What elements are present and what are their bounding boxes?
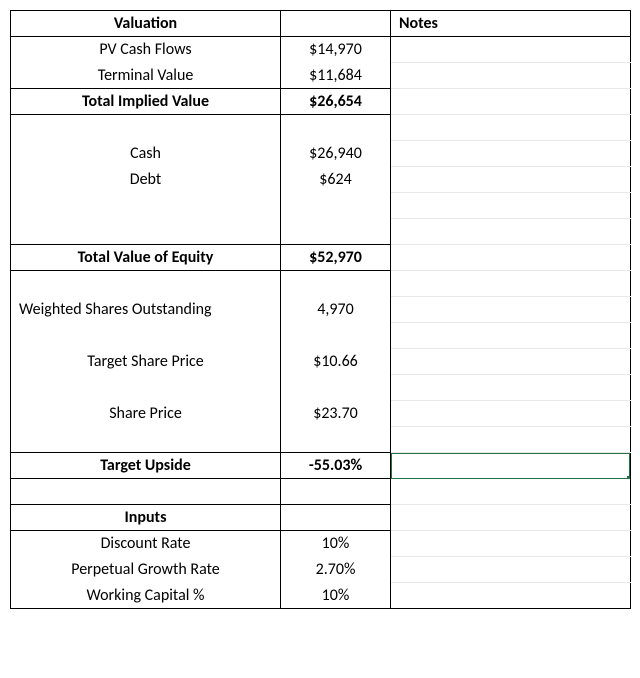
blank-row [11, 323, 281, 349]
label-share-price: Share Price [11, 401, 281, 427]
value-total-value-equity: $52,970 [281, 245, 391, 271]
label-pv-cash-flows: PV Cash Flows [11, 37, 281, 63]
label-target-share-price: Target Share Price [11, 349, 281, 375]
notes-target-share-price[interactable] [391, 349, 631, 375]
notes-total-value-equity[interactable] [391, 245, 631, 271]
blank-row[interactable] [391, 479, 631, 505]
label-wso: Weighted Shares Outstanding [11, 297, 281, 323]
blank-row [281, 219, 391, 245]
value-wso: 4,970 [281, 297, 391, 323]
notes-target-upside[interactable] [391, 453, 631, 479]
label-perpetual-growth: Perpetual Growth Rate [11, 557, 281, 583]
label-total-implied-value: Total Implied Value [11, 89, 281, 115]
label-discount-rate: Discount Rate [11, 531, 281, 557]
blank-row [11, 219, 281, 245]
value-debt: $624 [281, 167, 391, 193]
notes-total-implied-value[interactable] [391, 89, 631, 115]
notes-inputs-header[interactable] [391, 505, 631, 531]
label-working-capital: Working Capital % [11, 583, 281, 609]
blank-row[interactable] [391, 115, 631, 141]
header-inputs-blank [281, 505, 391, 531]
notes-share-price[interactable] [391, 401, 631, 427]
value-target-upside: -55.03% [281, 453, 391, 479]
notes-terminal-value[interactable] [391, 63, 631, 89]
blank-row[interactable] [391, 271, 631, 297]
notes-cash[interactable] [391, 141, 631, 167]
header-inputs: Inputs [11, 505, 281, 531]
label-cash: Cash [11, 141, 281, 167]
blank-row[interactable] [391, 427, 631, 453]
notes-pv-cash-flows[interactable] [391, 37, 631, 63]
blank-row [281, 375, 391, 401]
label-total-value-equity: Total Value of Equity [11, 245, 281, 271]
blank-row [281, 479, 391, 505]
value-share-price: $23.70 [281, 401, 391, 427]
notes-perpetual-growth[interactable] [391, 557, 631, 583]
blank-row [11, 193, 281, 219]
blank-row [281, 271, 391, 297]
blank-row [11, 375, 281, 401]
header-blank [281, 11, 391, 37]
value-terminal-value: $11,684 [281, 63, 391, 89]
header-notes: Notes [391, 11, 631, 37]
blank-row[interactable] [391, 193, 631, 219]
notes-discount-rate[interactable] [391, 531, 631, 557]
blank-row [281, 323, 391, 349]
blank-row[interactable] [391, 323, 631, 349]
blank-row[interactable] [391, 219, 631, 245]
blank-row [281, 115, 391, 141]
valuation-table: Valuation Notes PV Cash Flows $14,970 Te… [10, 10, 631, 609]
blank-row [11, 427, 281, 453]
value-working-capital: 10% [281, 583, 391, 609]
notes-debt[interactable] [391, 167, 631, 193]
blank-row [281, 193, 391, 219]
value-pv-cash-flows: $14,970 [281, 37, 391, 63]
value-discount-rate: 10% [281, 531, 391, 557]
blank-row [11, 479, 281, 505]
blank-row [11, 115, 281, 141]
label-debt: Debt [11, 167, 281, 193]
blank-row [11, 271, 281, 297]
blank-row [281, 427, 391, 453]
header-valuation: Valuation [11, 11, 281, 37]
label-target-upside: Target Upside [11, 453, 281, 479]
notes-working-capital[interactable] [391, 583, 631, 609]
value-total-implied-value: $26,654 [281, 89, 391, 115]
notes-wso[interactable] [391, 297, 631, 323]
value-cash: $26,940 [281, 141, 391, 167]
blank-row[interactable] [391, 375, 631, 401]
value-perpetual-growth: 2.70% [281, 557, 391, 583]
label-terminal-value: Terminal Value [11, 63, 281, 89]
value-target-share-price: $10.66 [281, 349, 391, 375]
